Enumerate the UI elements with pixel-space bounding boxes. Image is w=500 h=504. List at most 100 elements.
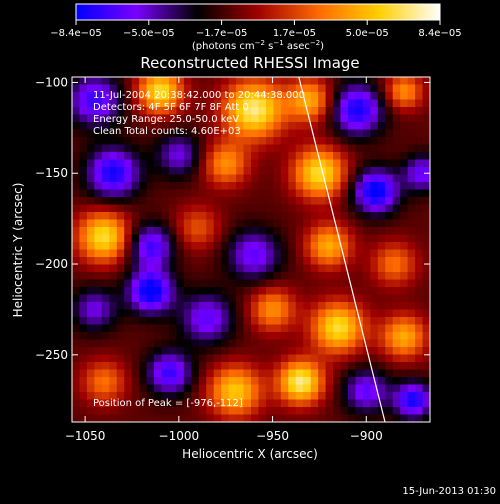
- heatmap-cell: [288, 332, 297, 341]
- heatmap-cell: [280, 257, 289, 266]
- heatmap-cell: [258, 212, 267, 221]
- heatmap-cell: [258, 257, 267, 266]
- heatmap-cell: [415, 317, 424, 326]
- heatmap-cell: [310, 77, 319, 86]
- heatmap-cell: [280, 114, 289, 123]
- heatmap-cell: [131, 362, 140, 371]
- heatmap-cell: [124, 77, 133, 86]
- heatmap-cell: [258, 302, 267, 311]
- heatmap-cell: [280, 174, 289, 183]
- heatmap-cell: [109, 227, 118, 236]
- heatmap-cell: [228, 332, 237, 341]
- heatmap-cell: [265, 347, 274, 356]
- heatmap-cell: [415, 302, 424, 311]
- heatmap-cell: [236, 227, 245, 236]
- heatmap-cell: [318, 77, 327, 86]
- heatmap-cell: [101, 279, 110, 288]
- heatmap-cell: [168, 399, 178, 408]
- heatmap-cell: [101, 294, 110, 303]
- heatmap-cell: [168, 279, 178, 288]
- heatmap-cell: [251, 339, 260, 348]
- heatmap-cell: [400, 174, 409, 183]
- heatmap-cell: [131, 257, 140, 266]
- heatmap-cell: [280, 92, 289, 101]
- heatmap-cell: [94, 197, 103, 206]
- heatmap-cell: [310, 84, 319, 93]
- heatmap-cell: [407, 249, 416, 258]
- heatmap-cell: [228, 114, 237, 123]
- heatmap-cell: [206, 317, 215, 326]
- heatmap-cell: [206, 182, 215, 191]
- heatmap-cell: [124, 114, 133, 123]
- heatmap-cell: [370, 347, 379, 356]
- heatmap-cell: [72, 414, 81, 422]
- heatmap-cell: [325, 392, 334, 401]
- heatmap-cell: [176, 317, 185, 326]
- heatmap-cell: [340, 332, 349, 341]
- heatmap-cell: [198, 399, 207, 408]
- heatmap-cell: [407, 99, 416, 108]
- heatmap-cell: [325, 219, 334, 228]
- heatmap-cell: [94, 302, 103, 311]
- heatmap-cell: [347, 399, 357, 408]
- heatmap-cell: [377, 249, 386, 258]
- heatmap-cell: [325, 99, 334, 108]
- heatmap-cell: [370, 302, 379, 311]
- heatmap-cell: [161, 399, 170, 408]
- heatmap-cell: [124, 399, 133, 408]
- heatmap-cell: [370, 219, 379, 228]
- heatmap-cell: [347, 114, 357, 123]
- heatmap-cell: [318, 264, 327, 273]
- heatmap-cell: [251, 384, 260, 393]
- heatmap-cell: [191, 174, 200, 183]
- heatmap-cell: [325, 144, 334, 153]
- heatmap-cell: [340, 309, 349, 318]
- heatmap-cell: [191, 144, 200, 153]
- heatmap-cell: [392, 272, 401, 281]
- heatmap-cell: [176, 92, 185, 101]
- heatmap-cell: [236, 407, 245, 416]
- heatmap-cell: [236, 272, 245, 281]
- heatmap-cell: [176, 249, 185, 258]
- heatmap-cell: [280, 399, 289, 408]
- heatmap-cell: [176, 272, 185, 281]
- heatmap-cell: [280, 159, 289, 168]
- heatmap-cell: [258, 392, 267, 401]
- heatmap-cell: [109, 99, 118, 108]
- heatmap-cell: [325, 324, 334, 333]
- heatmap-cell: [325, 362, 334, 371]
- heatmap-cell: [310, 159, 319, 168]
- heatmap-cell: [221, 152, 230, 161]
- heatmap-cell: [355, 339, 364, 348]
- heatmap-cell: [79, 264, 88, 273]
- heatmap-cell: [303, 294, 312, 303]
- heatmap-cell: [265, 249, 274, 258]
- heatmap-cell: [228, 287, 237, 296]
- heatmap-cell: [392, 159, 401, 168]
- heatmap-cell: [154, 227, 163, 236]
- heatmap-cell: [377, 242, 386, 251]
- heatmap-cell: [72, 99, 81, 108]
- heatmap-cell: [392, 227, 401, 236]
- heatmap-cell: [355, 407, 364, 416]
- heatmap-cell: [400, 182, 409, 191]
- heatmap-cell: [422, 354, 430, 363]
- heatmap-cell: [131, 264, 140, 273]
- heatmap-cell: [258, 384, 267, 393]
- heatmap-cell: [109, 257, 118, 266]
- heatmap-cell: [310, 204, 319, 213]
- heatmap-cell: [288, 99, 297, 108]
- heatmap-cell: [295, 354, 304, 363]
- heatmap-cell: [385, 294, 394, 303]
- heatmap-cell: [101, 174, 110, 183]
- heatmap-cell: [236, 309, 245, 318]
- heatmap-cell: [362, 137, 371, 146]
- heatmap-cell: [101, 227, 110, 236]
- heatmap-cell: [288, 324, 297, 333]
- heatmap-cell: [370, 407, 379, 416]
- heatmap-cell: [385, 339, 394, 348]
- heatmap-cell: [273, 219, 282, 228]
- heatmap-cell: [198, 182, 207, 191]
- heatmap-cell: [340, 287, 349, 296]
- heatmap-cell: [116, 107, 125, 116]
